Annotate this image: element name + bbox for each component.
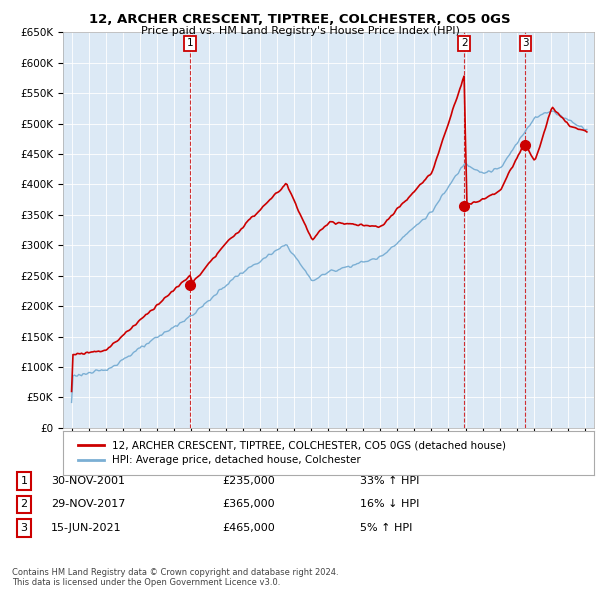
Text: 3: 3: [522, 38, 529, 48]
Text: 2: 2: [20, 500, 28, 509]
Text: 29-NOV-2017: 29-NOV-2017: [51, 500, 125, 509]
Text: £465,000: £465,000: [222, 523, 275, 533]
Legend: 12, ARCHER CRESCENT, TIPTREE, COLCHESTER, CO5 0GS (detached house), HPI: Average: 12, ARCHER CRESCENT, TIPTREE, COLCHESTER…: [74, 436, 510, 470]
Text: £235,000: £235,000: [222, 476, 275, 486]
Text: 12, ARCHER CRESCENT, TIPTREE, COLCHESTER, CO5 0GS: 12, ARCHER CRESCENT, TIPTREE, COLCHESTER…: [89, 13, 511, 26]
Text: 16% ↓ HPI: 16% ↓ HPI: [360, 500, 419, 509]
Text: 30-NOV-2001: 30-NOV-2001: [51, 476, 125, 486]
Text: £365,000: £365,000: [222, 500, 275, 509]
Text: Price paid vs. HM Land Registry's House Price Index (HPI): Price paid vs. HM Land Registry's House …: [140, 26, 460, 36]
Text: 1: 1: [20, 476, 28, 486]
Text: 2: 2: [461, 38, 467, 48]
Text: 1: 1: [187, 38, 193, 48]
Text: 15-JUN-2021: 15-JUN-2021: [51, 523, 122, 533]
Text: 33% ↑ HPI: 33% ↑ HPI: [360, 476, 419, 486]
Text: 5% ↑ HPI: 5% ↑ HPI: [360, 523, 412, 533]
Text: 3: 3: [20, 523, 28, 533]
Text: Contains HM Land Registry data © Crown copyright and database right 2024.
This d: Contains HM Land Registry data © Crown c…: [12, 568, 338, 587]
